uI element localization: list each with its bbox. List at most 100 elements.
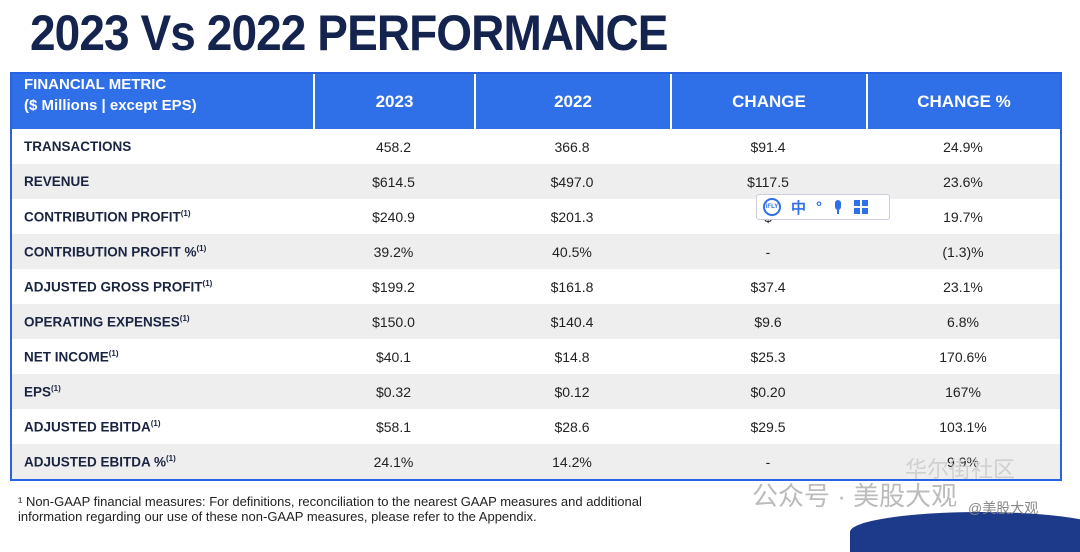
value-change-pct-text: 24.9% — [943, 138, 983, 155]
value-change-pct-text: 170.6% — [939, 348, 987, 365]
value-change-pct-text: (1.3)% — [942, 243, 984, 260]
value-2023: $150.0 — [313, 314, 474, 330]
header-metric-line2: ($ Millions | except EPS) — [24, 97, 197, 114]
footnote-marker: (1) — [166, 453, 176, 463]
value-change-text: $91.4 — [750, 138, 786, 155]
value-2023-text: 458.2 — [375, 138, 412, 155]
value-change-pct: 170.6% — [866, 349, 1060, 365]
value-change-text: $37.4 — [750, 278, 786, 295]
table-header: FINANCIAL METRIC ($ Millions | except EP… — [12, 74, 1060, 129]
mic-icon[interactable] — [832, 199, 844, 215]
value-2023: $58.1 — [313, 419, 474, 435]
value-change: - — [670, 454, 866, 470]
decorative-swoosh — [850, 512, 1080, 552]
value-change-text: $0.20 — [750, 383, 786, 400]
chinese-mode-button[interactable]: 中 — [791, 199, 807, 217]
value-2023: $199.2 — [313, 279, 474, 295]
table-row: REVENUE $614.5 $497.0 $117.5 23.6% — [12, 164, 1060, 199]
value-2022: $14.8 — [474, 349, 670, 365]
value-2022-text: $140.4 — [550, 313, 594, 330]
value-2023-text: 39.2% — [373, 243, 414, 260]
value-2022: $140.4 — [474, 314, 670, 330]
value-2022-text: $201.3 — [550, 208, 594, 225]
footnote-line1: ¹ Non-GAAP financial measures: For defin… — [18, 494, 642, 509]
value-2023-text: $0.32 — [375, 383, 412, 400]
footnote-marker: (1) — [179, 313, 190, 323]
value-2022: 40.5% — [474, 244, 670, 260]
metric-label: CONTRIBUTION PROFIT(1) — [12, 209, 313, 225]
value-change-pct: 23.1% — [866, 279, 1060, 295]
metric-label: NET INCOME(1) — [12, 349, 313, 365]
watermark-main: 公众号 · 美股大观 — [752, 481, 958, 511]
value-2022-text: $28.6 — [554, 418, 590, 435]
value-change-text: - — [765, 243, 771, 260]
header-change-pct: CHANGE % — [866, 74, 1060, 129]
table-row: ADJUSTED EBITDA %(1) 24.1% 14.2% - 9.9% — [12, 444, 1060, 479]
table-row: TRANSACTIONS 458.2 366.8 $91.4 24.9% — [12, 129, 1060, 164]
value-2022: 366.8 — [474, 139, 670, 155]
ime-toolbar[interactable]: iFLY 中 ° — [756, 194, 890, 220]
value-change-pct: 167% — [866, 384, 1060, 400]
ifly-logo-icon[interactable]: iFLY — [763, 198, 781, 216]
footnote-marker: (1) — [150, 418, 161, 428]
value-change-pct-text: 19.7% — [943, 208, 983, 225]
value-change-pct-text: 103.1% — [939, 418, 987, 435]
table-row: ADJUSTED EBITDA(1) $58.1 $28.6 $29.5 103.1% — [12, 409, 1060, 444]
value-2023-text: $58.1 — [375, 418, 412, 435]
value-2022: $161.8 — [474, 279, 670, 295]
value-change-text: $25.3 — [750, 348, 786, 365]
value-2022: $497.0 — [474, 174, 670, 190]
footnote-marker: (1) — [108, 348, 119, 358]
value-change-pct: 23.6% — [866, 174, 1060, 190]
metric-label-text: ADJUSTED GROSS PROFIT — [24, 279, 203, 295]
value-2023-text: $150.0 — [372, 313, 415, 330]
value-2023-text: $614.5 — [372, 173, 415, 190]
metric-label-text: CONTRIBUTION PROFIT % — [24, 244, 197, 260]
grid-icon[interactable] — [854, 200, 869, 214]
value-2023: $614.5 — [313, 174, 474, 190]
metric-label-text: CONTRIBUTION PROFIT — [24, 209, 181, 225]
value-change-pct: 103.1% — [866, 419, 1060, 435]
table-row: NET INCOME(1) $40.1 $14.8 $25.3 170.6% — [12, 339, 1060, 374]
value-2022-text: $497.0 — [550, 173, 594, 190]
value-change-text: $117.5 — [747, 173, 789, 190]
metric-label: OPERATING EXPENSES(1) — [12, 314, 313, 330]
value-change: - — [670, 244, 866, 260]
value-2023: $240.9 — [313, 209, 474, 225]
value-2022-text: 14.2% — [552, 453, 592, 470]
value-change: $25.3 — [670, 349, 866, 365]
watermark-handle: @美股大观 — [968, 500, 1039, 516]
value-change: $9.6 — [670, 314, 866, 330]
footnote-marker: (1) — [196, 243, 207, 253]
value-2023: 24.1% — [313, 454, 474, 470]
value-change-pct: 6.8% — [866, 314, 1060, 330]
value-2023-text: $40.1 — [375, 348, 412, 365]
value-2023: 458.2 — [313, 139, 474, 155]
metric-label: CONTRIBUTION PROFIT %(1) — [12, 244, 313, 260]
value-change-pct: 19.7% — [866, 209, 1060, 225]
metric-label: TRANSACTIONS — [12, 139, 313, 154]
value-2023-text: $199.2 — [372, 278, 415, 295]
value-2022: 14.2% — [474, 454, 670, 470]
metric-label: EPS(1) — [12, 384, 313, 400]
value-change-text: - — [765, 453, 771, 470]
value-2022: $201.3 — [474, 209, 670, 225]
value-change: $37.4 — [670, 279, 866, 295]
metric-label: ADJUSTED EBITDA %(1) — [12, 454, 313, 470]
value-2022-text: $0.12 — [554, 383, 590, 400]
value-2022-text: 366.8 — [554, 138, 590, 155]
watermark-top: 华尔街社区 — [905, 457, 1016, 482]
metric-label: ADJUSTED EBITDA(1) — [12, 419, 313, 435]
footnote-marker: (1) — [180, 208, 191, 218]
value-change-pct-text: 9.9% — [947, 453, 979, 470]
header-metric-line1: FINANCIAL METRIC — [24, 76, 167, 93]
footnote-line2: information regarding our use of these n… — [18, 509, 537, 524]
value-change: $91.4 — [670, 139, 866, 155]
metric-label: ADJUSTED GROSS PROFIT(1) — [12, 279, 313, 295]
value-change-pct-text: 23.1% — [943, 278, 983, 295]
value-2023-text: 24.1% — [373, 453, 414, 470]
value-2022-text: 40.5% — [552, 243, 592, 260]
value-change-pct-text: 167% — [945, 383, 981, 400]
value-change-pct: (1.3)% — [866, 244, 1060, 260]
dot-icon[interactable]: ° — [816, 198, 823, 216]
